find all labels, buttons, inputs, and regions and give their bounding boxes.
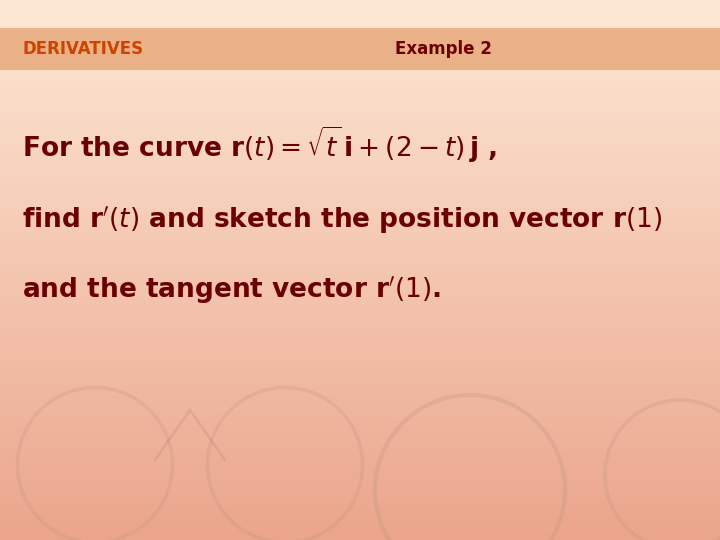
Text: DERIVATIVES: DERIVATIVES — [22, 40, 143, 58]
Text: Example 2: Example 2 — [395, 40, 492, 58]
Bar — [0, 28, 720, 70]
Text: and the tangent vector $\mathbf{r}'(1)$.: and the tangent vector $\mathbf{r}'(1)$. — [22, 274, 441, 306]
Text: find $\mathbf{r}'(t)$ and sketch the position vector $\mathbf{r}(1)$: find $\mathbf{r}'(t)$ and sketch the pos… — [22, 204, 662, 236]
Text: For the curve $\mathbf{r}(t) = \sqrt{t}\,\mathbf{i} + (2-t)\,\mathbf{j}$ ,: For the curve $\mathbf{r}(t) = \sqrt{t}\… — [22, 125, 497, 165]
